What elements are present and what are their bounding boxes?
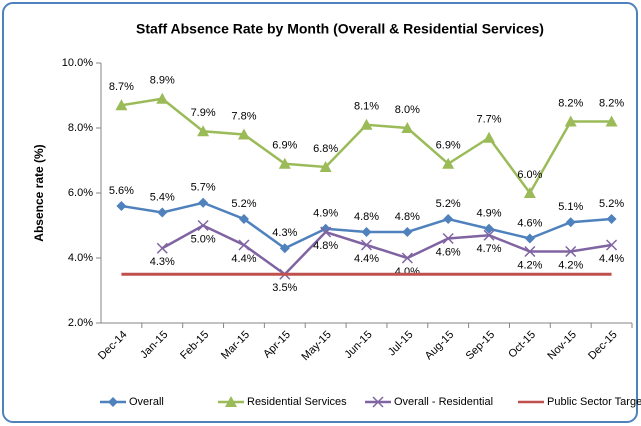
marker xyxy=(605,115,618,127)
y-tick-label: 4.0% xyxy=(68,252,93,264)
marker xyxy=(564,115,577,127)
data-label: 4.4% xyxy=(354,253,379,265)
data-label: 3.5% xyxy=(272,282,297,294)
data-label: 4.9% xyxy=(476,208,501,220)
data-label: 8.9% xyxy=(150,75,175,87)
legend-label: Residential Services xyxy=(247,396,347,408)
data-label: 8.2% xyxy=(599,97,624,109)
marker xyxy=(115,99,128,111)
marker xyxy=(360,239,373,251)
data-label: 4.3% xyxy=(150,256,175,268)
data-label: 4.2% xyxy=(558,259,583,271)
data-label: 8.7% xyxy=(109,81,134,93)
marker xyxy=(606,239,618,251)
marker xyxy=(198,197,209,208)
legend-label: Overall - Residential xyxy=(394,396,493,408)
data-label: 5.2% xyxy=(231,198,256,210)
data-label: 4.8% xyxy=(354,211,379,223)
legend-label: Public Sector Target 3.5% xyxy=(547,396,641,408)
data-label: 4.4% xyxy=(231,253,256,265)
marker xyxy=(483,131,496,143)
data-label: 4.7% xyxy=(476,243,501,255)
marker xyxy=(197,219,209,232)
data-label: 5.2% xyxy=(599,198,624,210)
data-label: 6.0% xyxy=(517,169,542,181)
marker xyxy=(319,161,332,172)
marker xyxy=(442,232,454,245)
marker xyxy=(402,227,413,237)
marker xyxy=(443,214,454,224)
y-tick-label: 10.0% xyxy=(62,57,93,69)
marker xyxy=(157,207,168,218)
marker xyxy=(238,239,250,251)
data-label: 6.9% xyxy=(436,140,461,152)
data-label: 6.9% xyxy=(272,140,297,152)
data-label: 8.2% xyxy=(558,97,583,109)
marker xyxy=(484,223,495,234)
marker xyxy=(156,242,168,254)
data-label: 4.3% xyxy=(272,227,297,239)
marker xyxy=(237,128,250,140)
marker xyxy=(483,229,495,241)
legend-label: Overall xyxy=(129,396,164,408)
marker xyxy=(320,223,331,234)
data-label: 6.8% xyxy=(313,143,338,155)
data-label: 4.4% xyxy=(599,253,624,265)
marker xyxy=(238,214,249,224)
data-label: 5.4% xyxy=(150,191,175,203)
data-label: 7.8% xyxy=(231,110,256,122)
data-label: 7.7% xyxy=(476,114,501,126)
marker xyxy=(524,245,536,258)
data-label: 4.9% xyxy=(313,208,338,220)
data-label: 4.2% xyxy=(517,259,542,271)
marker xyxy=(565,217,576,228)
data-label: 7.9% xyxy=(191,107,216,119)
series-line xyxy=(161,224,612,276)
marker xyxy=(197,125,210,137)
marker xyxy=(361,227,372,237)
data-label: 4.0% xyxy=(395,266,420,278)
y-tick-label: 2.0% xyxy=(68,317,93,329)
data-label: 5.7% xyxy=(191,182,216,194)
marker xyxy=(360,118,373,130)
data-label: 5.6% xyxy=(109,185,134,197)
y-axis-title: Absence rate (%) xyxy=(32,144,46,241)
y-tick-label: 6.0% xyxy=(68,187,93,199)
data-label: 5.1% xyxy=(558,201,583,213)
data-label: 4.6% xyxy=(436,246,461,258)
marker xyxy=(320,226,332,238)
marker xyxy=(524,233,535,244)
data-label: 4.6% xyxy=(517,217,542,229)
data-label: 4.8% xyxy=(313,240,338,252)
data-label: 8.1% xyxy=(354,101,379,113)
marker xyxy=(565,245,577,258)
y-tick-label: 8.0% xyxy=(68,122,93,134)
marker xyxy=(401,122,414,133)
marker xyxy=(442,157,455,169)
legend-marker xyxy=(372,396,384,408)
marker xyxy=(279,243,290,254)
legend-marker xyxy=(108,397,118,407)
marker xyxy=(156,92,169,104)
legend-marker xyxy=(225,396,237,407)
data-label: 4.8% xyxy=(395,211,420,223)
data-label: 5.2% xyxy=(436,198,461,210)
marker xyxy=(401,252,413,264)
data-label: 8.0% xyxy=(395,104,420,116)
marker xyxy=(116,201,127,211)
marker xyxy=(606,214,617,224)
marker xyxy=(523,187,536,198)
marker xyxy=(278,157,291,169)
data-label: 5.0% xyxy=(191,233,216,245)
chart-title: Staff Absence Rate by Month (Overall & R… xyxy=(136,21,544,37)
